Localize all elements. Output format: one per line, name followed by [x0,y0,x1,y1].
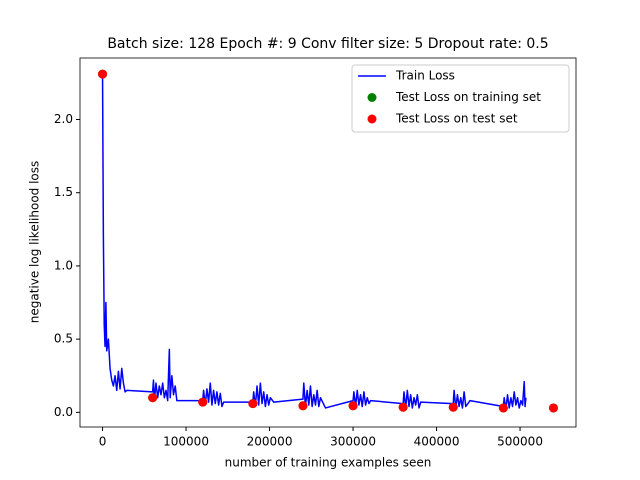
legend-swatch [367,114,377,124]
legend-swatch [367,93,377,102]
scatter-point [148,393,158,403]
scatter-point [248,399,258,409]
x-tick-label: 300000 [330,435,376,449]
legend-label: Train Loss [395,69,455,83]
scatter-point [398,402,408,412]
scatter-point [548,403,558,413]
legend-label: Test Loss on training set [395,90,541,104]
train-loss-line [101,74,527,411]
x-tick-label: 200000 [247,435,293,449]
x-tick-label: 0 [99,435,107,449]
x-axis-label: number of training examples seen [225,456,432,470]
chart-title: Batch size: 128 Epoch #: 9 Conv filter s… [107,36,548,52]
scatter-point [298,401,308,411]
legend-box [351,64,570,133]
y-tick-label: 2.0 [54,112,73,126]
scatter-point [448,402,458,412]
y-tick-label: 1.0 [54,258,73,272]
y-axis-label: negative log likelihood loss [28,161,42,324]
axes-frame [79,57,577,428]
x-tick-label: 500000 [497,435,543,449]
legend-label: Test Loss on test set [395,112,518,126]
scatter-point [198,397,208,407]
x-tick-label: 100000 [163,435,209,449]
y-tick-label: 0.0 [54,405,73,419]
x-tick-label: 400000 [414,435,460,449]
y-tick-label: 0.5 [54,332,73,346]
y-tick-label: 1.5 [54,185,73,199]
scatter-point [98,69,108,79]
scatter-point [498,403,508,413]
scatter-point [348,401,358,411]
